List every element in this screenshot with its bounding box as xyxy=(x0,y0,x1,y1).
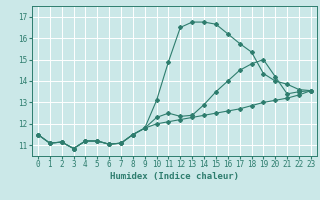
X-axis label: Humidex (Indice chaleur): Humidex (Indice chaleur) xyxy=(110,172,239,181)
